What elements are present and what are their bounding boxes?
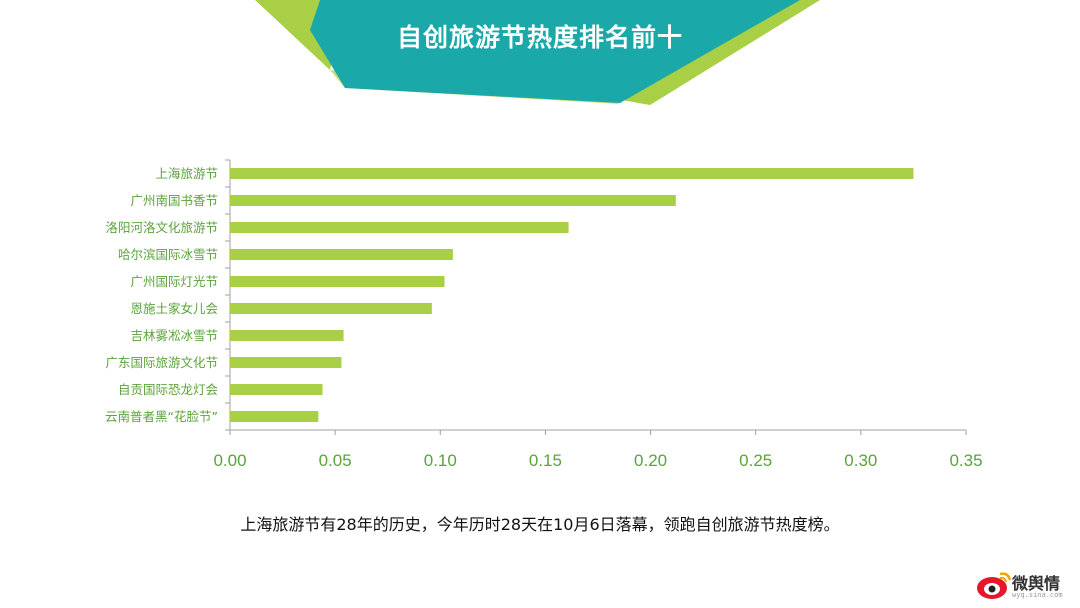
category-label: 吉林雾凇冰雪节 xyxy=(130,328,218,343)
bar-1 xyxy=(230,168,914,179)
page-title: 自创旅游节热度排名前十 xyxy=(396,23,683,52)
header-banner xyxy=(255,0,820,105)
category-label: 云南普者黑“花脸节” xyxy=(105,409,218,424)
bar-7 xyxy=(230,330,344,341)
bar-5 xyxy=(230,276,445,287)
x-tick-label: 0.10 xyxy=(424,451,457,470)
bar-6 xyxy=(230,303,432,314)
bar-2 xyxy=(230,195,676,206)
x-tick-label: 0.00 xyxy=(213,451,246,470)
x-tick-label: 0.20 xyxy=(634,451,667,470)
category-label: 广州南国书香节 xyxy=(130,193,218,208)
banner-teal-shape xyxy=(310,0,800,103)
watermark-text: 微舆情 xyxy=(1012,574,1061,593)
category-label: 恩施土家女儿会 xyxy=(130,301,218,316)
sina-weibo-eye-icon xyxy=(977,572,1012,599)
category-label: 上海旅游节 xyxy=(155,166,218,181)
x-tick-label: 0.35 xyxy=(949,451,982,470)
bar-chart: 上海旅游节广州南国书香节洛阳河洛文化旅游节哈尔滨国际冰雪节广州国际灯光节恩施土家… xyxy=(105,159,983,470)
banner-lime-right-stripe xyxy=(610,0,820,105)
category-label: 洛阳河洛文化旅游节 xyxy=(105,220,218,235)
bar-3 xyxy=(230,222,569,233)
x-tick-label: 0.05 xyxy=(319,451,352,470)
category-label: 广东国际旅游文化节 xyxy=(105,355,218,370)
x-tick-label: 0.25 xyxy=(739,451,772,470)
x-tick-label: 0.15 xyxy=(529,451,562,470)
chart-caption: 上海旅游节有28年的历史，今年历时28天在10月6日落幕，领跑自创旅游节热度榜。 xyxy=(240,515,840,534)
bar-10 xyxy=(230,411,319,422)
category-label: 自贡国际恐龙灯会 xyxy=(118,382,219,397)
x-tick-label: 0.30 xyxy=(844,451,877,470)
bar-9 xyxy=(230,384,323,395)
bar-4 xyxy=(230,249,453,260)
watermark-subtext: wyq.sina.com xyxy=(1012,591,1063,599)
category-label: 广州国际灯光节 xyxy=(130,274,218,289)
bar-8 xyxy=(230,357,342,368)
category-label: 哈尔滨国际冰雪节 xyxy=(118,247,218,262)
